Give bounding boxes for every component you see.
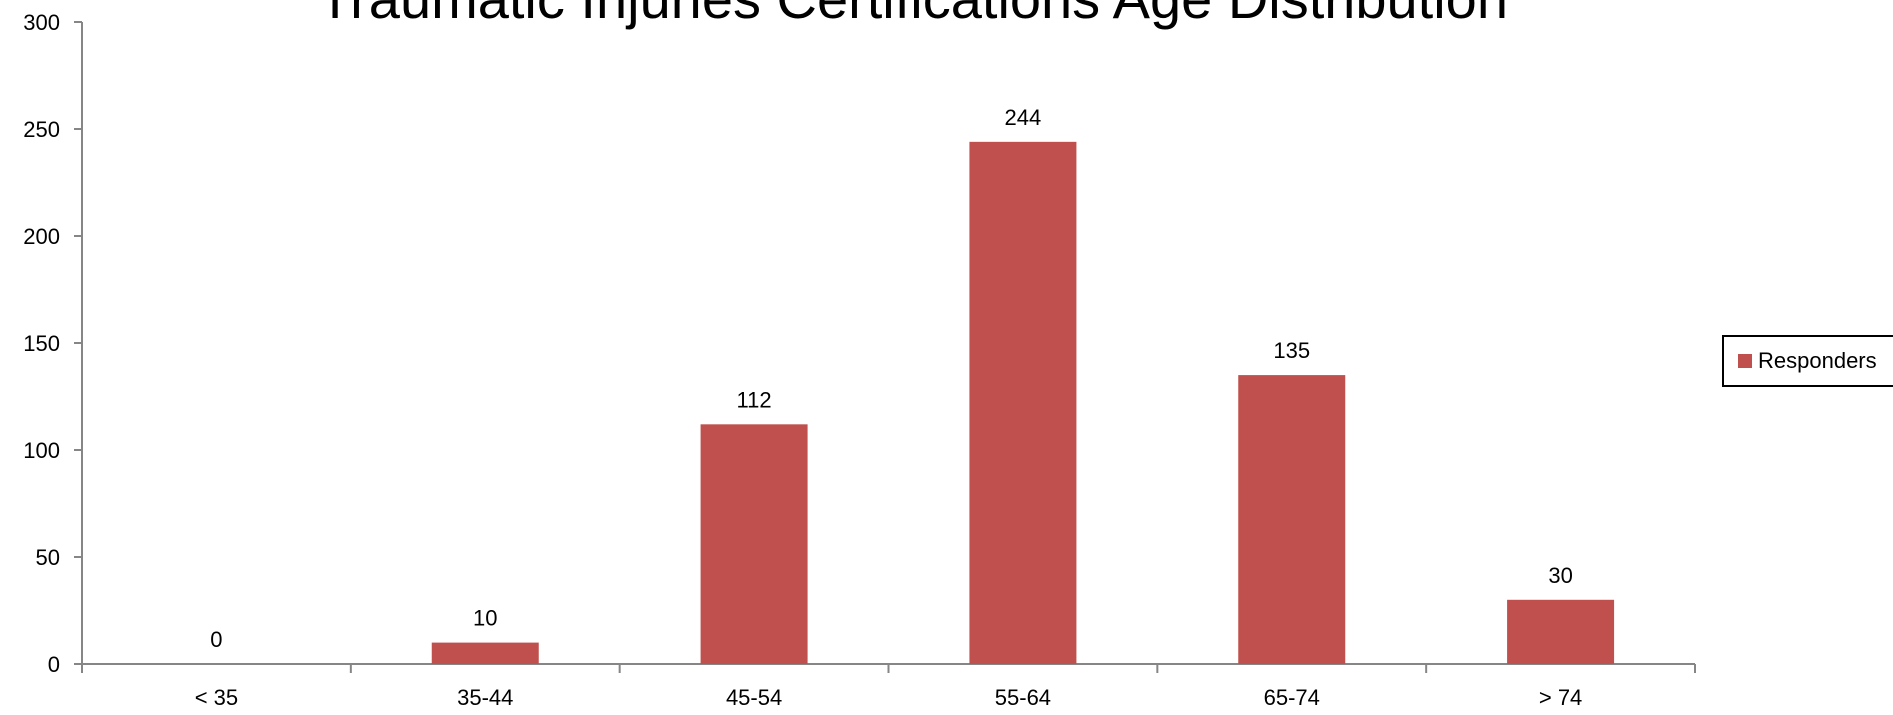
bars — [431, 141, 1615, 665]
legend-swatch-responders — [1738, 354, 1752, 368]
y-tick-label: 150 — [23, 331, 60, 356]
chart-title: Traumatic Injuries Certifications Age Di… — [318, 0, 1508, 30]
x-tick-label: 45-54 — [726, 685, 782, 710]
bar — [969, 141, 1077, 665]
x-tick-label: < 35 — [195, 685, 238, 710]
x-tick-label: 55-64 — [995, 685, 1051, 710]
x-tick-label: > 74 — [1539, 685, 1582, 710]
data-label: 30 — [1548, 563, 1572, 588]
x-tick-label: 35-44 — [457, 685, 513, 710]
data-label: 135 — [1273, 338, 1310, 363]
bar — [431, 642, 539, 664]
data-labels: 0 10 112 244 135 30 — [210, 105, 1573, 652]
y-tick-label: 250 — [23, 117, 60, 142]
bar — [1238, 375, 1346, 664]
data-label: 112 — [737, 387, 772, 412]
bar — [700, 424, 808, 664]
y-tick-label: 100 — [23, 438, 60, 463]
data-label: 0 — [210, 627, 222, 652]
legend: Responders — [1722, 335, 1893, 387]
y-tick-label: 300 — [23, 10, 60, 35]
y-tick-label: 0 — [48, 652, 60, 677]
x-tick-label: 65-74 — [1264, 685, 1320, 710]
data-label: 244 — [1005, 105, 1042, 130]
legend-label-responders: Responders — [1758, 348, 1877, 373]
bar — [1507, 599, 1615, 664]
y-tick-label: 50 — [36, 545, 60, 570]
data-label: 10 — [473, 606, 497, 631]
y-tick-label: 200 — [23, 224, 60, 249]
